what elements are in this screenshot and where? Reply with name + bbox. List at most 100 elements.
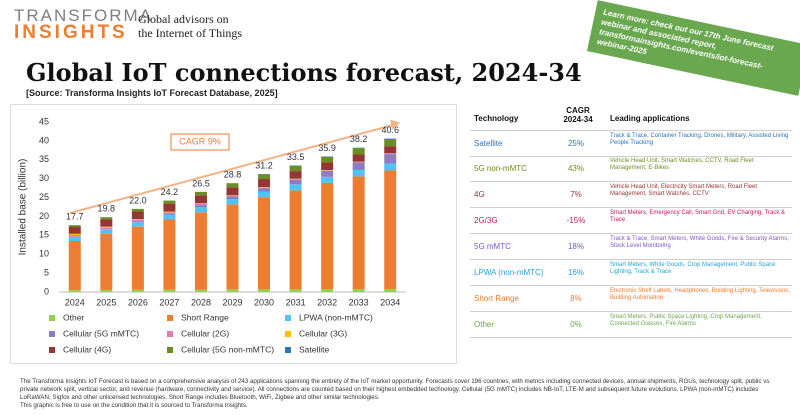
bar-segment (163, 200, 176, 204)
y-tick-label: 20 (39, 211, 49, 221)
bar-segment (68, 225, 81, 228)
y-tick-label: 30 (39, 173, 49, 183)
bar-segment (194, 195, 207, 204)
technology-cell: Short Range (474, 294, 519, 303)
tagline-line: Global advisors on (138, 12, 229, 26)
applications-cell: Vehicle Head Unit, Smart Watches, CCTV, … (610, 158, 754, 171)
applications-cell: Smart Meters, Public Space Lighting, Cro… (610, 314, 762, 327)
logo-bottom: INSIGHTS (14, 22, 128, 43)
applications-cell: Track & Trace, Container Tracking, Drone… (610, 133, 789, 146)
webinar-banner[interactable]: Learn more: check out our 17th June fore… (586, 0, 800, 96)
bar-segment (384, 154, 397, 164)
bar-segment (258, 188, 271, 192)
total-label: 26.5 (192, 178, 210, 188)
legend-label: Short Range (181, 312, 229, 322)
legend-label: Cellular (3G) (299, 328, 347, 338)
bar-segment (321, 156, 334, 163)
bar-segment (226, 289, 239, 292)
bar-segment (352, 162, 365, 170)
bar-segment (163, 203, 176, 212)
cagr-cell: 43% (567, 164, 584, 173)
y-tick-label: 45 (39, 116, 49, 126)
total-label: 38.2 (350, 134, 368, 144)
total-label: 19.8 (98, 204, 116, 214)
bar-segment (321, 170, 334, 177)
bar-segment (100, 219, 113, 227)
legend-swatch (285, 347, 291, 353)
y-tick-label: 40 (39, 135, 49, 145)
bar-segment (226, 183, 239, 188)
bar-segment (384, 163, 397, 171)
footnote-text: The Transforma Insights IoT Forecast is … (20, 378, 770, 401)
bar-segment (352, 288, 365, 292)
bar-segment (163, 211, 176, 213)
bar-segment (352, 154, 365, 162)
bar-segment (226, 187, 239, 196)
legend-swatch (167, 331, 173, 337)
legend-swatch (285, 331, 291, 337)
bar-segment (352, 169, 365, 177)
chart: Installed base (billion)0510152025303540… (18, 116, 406, 354)
technology-cell: 5G non-mMTC (474, 164, 527, 173)
bar-segment (194, 212, 207, 290)
table-row: Satellite 25% Track & Trace, Container Tra… (470, 130, 792, 157)
x-tick-label: 2034 (380, 297, 400, 307)
table-row: 5G mMTC 18% Track & Trace, Smart Meters, W… (470, 234, 792, 260)
bar-segment (163, 214, 176, 220)
bar-segment (226, 204, 239, 290)
legend-swatch (49, 331, 55, 337)
legend-label: Cellular (5G non-mMTC) (181, 344, 274, 354)
bar-segment (258, 197, 271, 290)
bar-segment (258, 191, 271, 198)
applications-cell: Smart Meters, Emergency Call, Smart Grid… (610, 210, 786, 223)
bar-segment (352, 148, 365, 155)
legend-swatch (49, 315, 55, 321)
technology-cell: 5G mMTC (474, 242, 511, 251)
y-tick-label: 5 (44, 267, 49, 277)
x-tick-label: 2032 (317, 297, 337, 307)
bar-segment (226, 199, 239, 205)
bar-segment (226, 195, 239, 197)
title: Global IoT connections forecast, 2024-34 (26, 58, 582, 87)
bar-segment (163, 213, 176, 215)
legend-swatch (49, 347, 55, 353)
technology-cell: Satellite (474, 139, 503, 148)
bar-segment (131, 222, 144, 227)
total-label: 22.0 (129, 195, 147, 205)
applications-cell: Electronic Shelf Labels, Headphones, Bui… (610, 288, 791, 301)
chart-box: Installed base (billion) 0 5 10 15 20 25 30 35 40… (10, 104, 457, 364)
bar-segment (68, 290, 81, 292)
legend-label: Other (63, 312, 84, 322)
bar-segment (194, 289, 207, 292)
bar-segment (258, 187, 271, 189)
cagr-cell: 0% (570, 320, 582, 329)
total-label: 31.2 (255, 161, 273, 171)
footnote: The Transforma Insights IoT Forecast is … (20, 378, 780, 410)
bar-segment (289, 190, 302, 290)
bar-segment (100, 229, 113, 234)
bar-segment (68, 227, 81, 234)
footnote-text: This graphic is free to use on the condi… (20, 402, 248, 409)
bar-segment (131, 226, 144, 290)
bar-segment (68, 241, 81, 291)
y-axis-label: Installed base (billion) (18, 159, 29, 256)
cagr-cell: 7% (570, 190, 582, 199)
technology-cell: Other (474, 320, 495, 329)
legend-swatch (167, 315, 173, 321)
bar-segment (100, 217, 113, 220)
bar-segment (321, 176, 334, 183)
table-row: 5G non-mMTC 43% Vehicle Head Unit, Smart W… (470, 156, 792, 182)
bar-segment (289, 289, 302, 292)
legend-label: LPWA (non-mMTC) (299, 312, 373, 322)
legend-swatch (285, 315, 291, 321)
bar-segment (194, 205, 207, 207)
total-label: 24.2 (161, 187, 179, 197)
x-tick-label: 2030 (254, 297, 274, 307)
header-cell: Technology (474, 114, 519, 123)
x-tick-label: 2027 (159, 297, 179, 307)
legend-label: Cellular (4G) (63, 344, 111, 354)
bar-segment (289, 165, 302, 172)
table-row: Short Range 8% Electronic Shelf Labels, He… (470, 286, 792, 312)
bar-segment (321, 162, 334, 170)
